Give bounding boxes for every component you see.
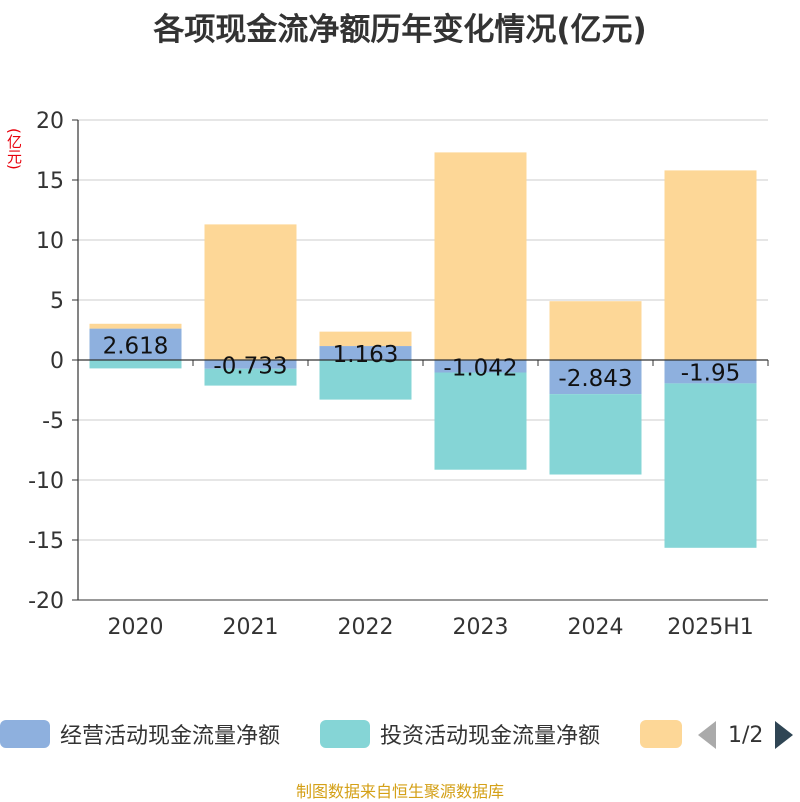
pager-prev-icon[interactable] xyxy=(698,721,716,749)
y-tick-label: 5 xyxy=(50,289,64,314)
x-tick-label: 2023 xyxy=(453,615,509,640)
legend-item-financing[interactable] xyxy=(640,716,682,752)
legend: 经营活动现金流量净额 投资活动现金流量净额 xyxy=(0,716,800,752)
y-tick-label: 0 xyxy=(50,349,64,374)
y-tick-label: 20 xyxy=(36,109,64,134)
data-label-2022: 1.163 xyxy=(333,342,399,368)
bar-series1-2023[interactable] xyxy=(434,372,527,470)
cashflow-chart: 20 15 10 5 0 -5 -10 -15 -20 2020 2021 2022 2023 2024 2… xyxy=(28,109,769,640)
y-tick-label: -5 xyxy=(42,409,64,434)
bar-series0-2020[interactable] xyxy=(89,328,182,360)
bar-series1-2022[interactable] xyxy=(319,360,412,400)
axes: 20 15 10 5 0 -5 -10 -15 -20 2020 2021 2022 2023 2024 2… xyxy=(28,109,769,640)
chart-title: 各项现金流净额历年变化情况(亿元) xyxy=(153,12,647,48)
x-tick-label: 2021 xyxy=(223,615,279,640)
bar-series2-2024[interactable] xyxy=(549,301,642,360)
legend-item-operating[interactable]: 经营活动现金流量净额 xyxy=(0,716,280,752)
bar-series2-2022[interactable] xyxy=(319,331,412,347)
y-tick-label: -10 xyxy=(28,469,64,494)
bar-series0-2021[interactable] xyxy=(204,360,297,369)
data-labels: 2.618 -0.733 1.163 -1.042 -2.843 -1.95 xyxy=(103,333,741,392)
legend-swatch-financing xyxy=(640,720,682,748)
pager-next-icon[interactable] xyxy=(775,721,794,749)
pager-text: 1/2 xyxy=(728,722,764,748)
y-tick-label: 10 xyxy=(36,229,64,254)
y-tick-label: -20 xyxy=(28,589,64,614)
bar-series1-2025H1[interactable] xyxy=(664,383,757,548)
data-label-2020: 2.618 xyxy=(103,333,169,359)
legend-swatch-operating xyxy=(0,720,50,748)
legend-swatch-investing xyxy=(320,720,370,748)
bar-series2-2021[interactable] xyxy=(204,224,297,360)
bar-series0-2024[interactable] xyxy=(549,360,642,395)
legend-item-investing[interactable]: 投资活动现金流量净额 xyxy=(320,716,600,752)
x-tick-label: 2024 xyxy=(568,615,624,640)
data-label-2024: -2.843 xyxy=(558,366,632,392)
bar-series1-2020[interactable] xyxy=(89,360,182,369)
bar-series2-2023[interactable] xyxy=(434,152,527,360)
bar-series0-2023[interactable] xyxy=(434,360,527,373)
y-tick-label: 15 xyxy=(36,169,64,194)
data-label-2021: -0.733 xyxy=(213,353,287,379)
legend-pager: 1/2 xyxy=(698,718,794,752)
data-label-2025H1: -1.95 xyxy=(681,361,741,387)
bar-series2-2020[interactable] xyxy=(89,323,182,329)
bars xyxy=(89,152,757,548)
bar-series2-2025H1[interactable] xyxy=(664,170,757,360)
x-tick-label: 2022 xyxy=(338,615,394,640)
x-tick-label: 2020 xyxy=(108,615,164,640)
bar-series0-2022[interactable] xyxy=(319,346,412,360)
bar-series1-2021[interactable] xyxy=(204,368,297,386)
legend-label-investing: 投资活动现金流量净额 xyxy=(380,724,601,749)
x-tick-label: 2025H1 xyxy=(667,615,754,640)
legend-label-operating: 经营活动现金流量净额 xyxy=(60,724,281,749)
y-tick-label: -15 xyxy=(28,529,64,554)
source-footer: 制图数据来自恒生聚源数据库 xyxy=(295,782,504,801)
data-label-2023: -1.042 xyxy=(443,355,517,381)
y-axis-unit-label: (亿元) xyxy=(5,128,23,170)
bar-series1-2024[interactable] xyxy=(549,394,642,475)
bar-series0-2025H1[interactable] xyxy=(664,360,757,384)
